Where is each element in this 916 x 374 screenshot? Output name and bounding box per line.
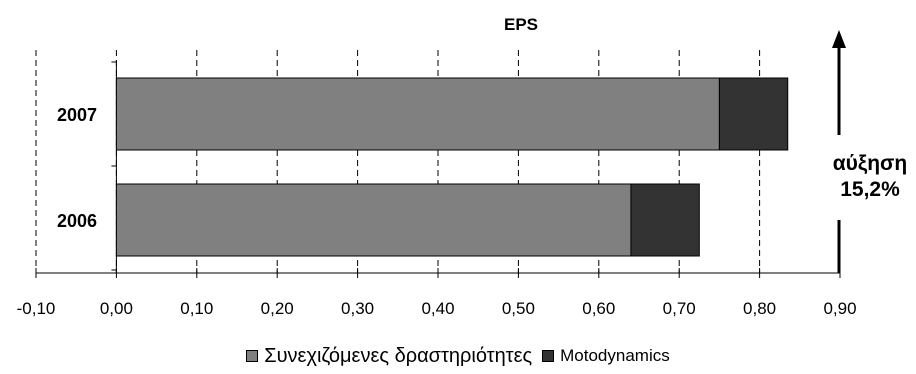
x-tick-label: 0,10 — [180, 299, 213, 318]
legend-swatch-motodynamics — [542, 350, 555, 362]
x-tick-label: 0,50 — [502, 299, 535, 318]
bar-2006-motodynamics — [630, 183, 700, 257]
x-tick-label: 0,00 — [100, 299, 133, 318]
increase-arrow — [832, 30, 846, 273]
eps-bar-chart: EPS -0,10 0,00 0,10 0,20 0,30 0,40 0,50 0,60 0,7… — [17, 15, 908, 318]
increase-label: αύξηση — [833, 152, 908, 175]
category-label: 2006 — [57, 211, 97, 231]
x-tick-label: 0,80 — [743, 299, 776, 318]
x-tick-label: 0,20 — [261, 299, 294, 318]
category-label: 2007 — [57, 105, 97, 125]
legend-label-motodynamics: Motodynamics — [560, 346, 670, 365]
x-tick-label: 0,40 — [421, 299, 454, 318]
legend-swatch-continuing — [246, 350, 259, 362]
x-tick-label: -0,10 — [17, 299, 56, 318]
increase-percent: 15,2% — [840, 178, 900, 201]
x-tick-label: 0,90 — [823, 299, 856, 318]
chart-title: EPS — [504, 15, 538, 34]
arrow-head — [832, 30, 846, 48]
legend-item-motodynamics: Motodynamics — [542, 346, 670, 366]
bar-2006-continuing — [115, 183, 632, 257]
x-tick-label: 0,30 — [341, 299, 374, 318]
bar-2007-motodynamics — [718, 77, 789, 151]
x-tick-label: 0,60 — [582, 299, 615, 318]
x-tick-label: 0,70 — [663, 299, 696, 318]
bar-2007-continuing — [115, 77, 720, 151]
category-labels: 2007 2006 — [57, 105, 97, 231]
legend-label-continuing: Συνεχιζόμενες δραστηριότητες — [264, 344, 533, 367]
legend-item-continuing: Συνεχιζόμενες δραστηριότητες — [246, 345, 532, 368]
x-tick-labels: -0,10 0,00 0,10 0,20 0,30 0,40 0,50 0,60 0,70 0,8… — [17, 299, 857, 318]
bar-series — [115, 77, 789, 257]
legend: Συνεχιζόμενες δραστηριότητες Motodynamic… — [0, 342, 916, 370]
